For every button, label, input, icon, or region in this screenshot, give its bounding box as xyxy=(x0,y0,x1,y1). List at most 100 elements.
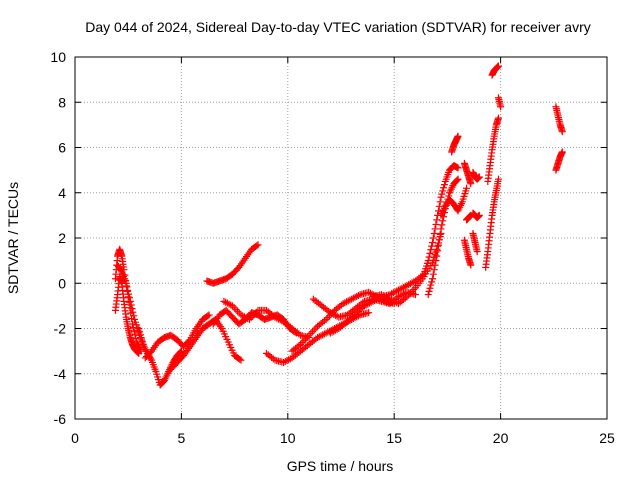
data-point xyxy=(147,355,155,363)
series-track-25 xyxy=(482,175,502,271)
data-point xyxy=(430,266,438,274)
data-point xyxy=(427,246,435,254)
data-point xyxy=(426,249,434,257)
x-tick-label: 0 xyxy=(71,430,79,446)
data-point xyxy=(137,334,145,342)
data-point xyxy=(425,287,433,295)
data-point xyxy=(123,283,131,291)
data-point xyxy=(124,286,132,294)
data-point xyxy=(453,176,461,184)
data-point xyxy=(429,239,437,247)
data-point xyxy=(497,103,505,111)
series-track-27 xyxy=(488,62,502,79)
data-point xyxy=(204,312,212,320)
data-point xyxy=(236,355,244,363)
x-axis-label: GPS time / hours xyxy=(287,458,394,474)
data-point xyxy=(435,236,443,244)
x-tick-label: 20 xyxy=(493,430,509,446)
data-point xyxy=(130,312,138,320)
data-point xyxy=(137,331,145,339)
data-point xyxy=(122,279,130,287)
chart-title: Day 044 of 2024, Sidereal Day-to-day VTE… xyxy=(85,19,591,35)
grid-lines xyxy=(75,57,607,419)
series-track-8 xyxy=(209,306,300,337)
data-point xyxy=(440,184,448,192)
data-point xyxy=(127,301,135,309)
data-point xyxy=(439,187,447,195)
data-point xyxy=(429,270,437,278)
data-point xyxy=(473,248,481,256)
data-point xyxy=(237,356,245,364)
data-point xyxy=(427,281,435,289)
series-track-9 xyxy=(220,297,313,342)
x-tick-label: 25 xyxy=(599,430,615,446)
data-point xyxy=(401,294,409,302)
data-point xyxy=(558,148,566,156)
data-point xyxy=(428,242,436,250)
data-point xyxy=(431,225,439,233)
data-point xyxy=(428,278,436,286)
data-point xyxy=(475,173,483,181)
data-point xyxy=(128,305,136,313)
data-point xyxy=(467,180,475,188)
series-track-26 xyxy=(484,114,502,185)
x-tick-label: 15 xyxy=(386,430,402,446)
data-point xyxy=(438,190,446,198)
data-points xyxy=(111,62,566,389)
y-tick-label: 4 xyxy=(58,185,66,201)
data-point xyxy=(434,241,442,249)
data-point xyxy=(433,216,441,224)
data-point xyxy=(454,175,462,183)
series-track-22 xyxy=(469,168,483,183)
data-point xyxy=(129,308,137,316)
data-point xyxy=(424,291,432,299)
data-point xyxy=(475,211,483,219)
data-point xyxy=(411,291,419,299)
data-point xyxy=(125,290,133,298)
series-track-19 xyxy=(460,159,475,188)
series-track-14 xyxy=(369,229,445,308)
series-track-28 xyxy=(494,94,505,111)
data-point xyxy=(320,317,328,325)
data-point xyxy=(425,253,433,261)
data-point xyxy=(429,275,437,283)
data-point xyxy=(426,284,434,292)
data-point xyxy=(437,193,445,201)
data-point xyxy=(436,230,444,238)
axis-ticks: 0 5 10 15 20 25 -6 -4 -2 0 2 4 6 8 10 xyxy=(50,49,615,446)
data-point xyxy=(135,325,143,332)
data-point xyxy=(454,132,462,140)
y-tick-label: -4 xyxy=(54,366,67,382)
data-point xyxy=(126,297,134,305)
series-track-20 xyxy=(460,236,475,269)
y-axis-label: SDTVAR / TECUs xyxy=(5,182,21,294)
y-tick-label: 8 xyxy=(58,94,66,110)
y-tick-label: 2 xyxy=(58,230,66,246)
data-point xyxy=(135,349,143,357)
data-point xyxy=(136,328,144,336)
y-tick-label: -6 xyxy=(54,411,67,427)
data-point xyxy=(494,175,502,183)
data-point xyxy=(494,114,502,122)
data-point xyxy=(429,234,437,242)
x-tick-label: 5 xyxy=(178,430,186,446)
data-point xyxy=(424,257,432,265)
data-point xyxy=(205,311,213,319)
y-tick-label: 6 xyxy=(58,140,66,156)
data-point xyxy=(431,261,439,269)
data-point xyxy=(365,309,373,317)
data-point xyxy=(435,202,443,210)
data-point xyxy=(433,245,441,253)
data-point xyxy=(354,291,362,299)
data-point xyxy=(342,319,350,327)
data-point xyxy=(433,252,441,260)
series-track-24 xyxy=(469,229,481,256)
series-track-5 xyxy=(141,311,213,362)
data-point xyxy=(467,261,475,269)
data-point xyxy=(439,217,447,225)
series-track-15 xyxy=(420,162,462,278)
x-tick-label: 10 xyxy=(280,430,296,446)
y-tick-label: -2 xyxy=(54,321,67,337)
